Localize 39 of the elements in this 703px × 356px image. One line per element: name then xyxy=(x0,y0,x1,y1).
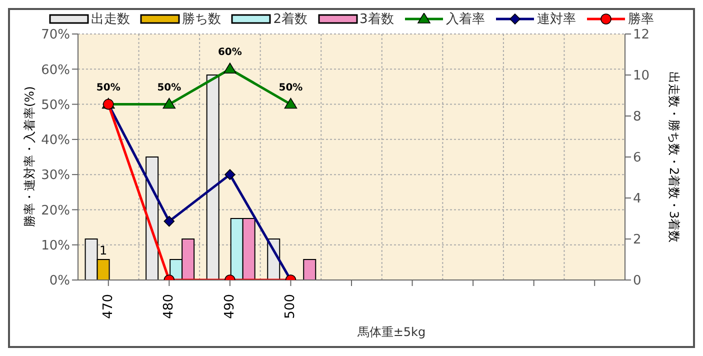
bar xyxy=(206,74,220,280)
y2-tick-label: 4 xyxy=(633,192,642,207)
legend-label: 連対率 xyxy=(536,11,576,28)
point xyxy=(162,98,176,109)
y-tick-label: 50% xyxy=(41,98,70,113)
y2-tick-label: 6 xyxy=(633,150,642,166)
y-tick-label: 0% xyxy=(49,274,70,289)
x-tick-label: 490 xyxy=(222,294,238,319)
x-tick-label: 480 xyxy=(162,294,177,319)
legend-label: 2着数 xyxy=(272,11,308,28)
y-tick-label: 10% xyxy=(41,238,70,254)
y-tick-label: 20% xyxy=(41,203,70,218)
legend-label: 3着数 xyxy=(358,11,394,28)
bar xyxy=(303,259,316,280)
legend-label: 出走数 xyxy=(90,11,130,28)
y-tick-label: 60% xyxy=(41,62,70,78)
data-label: 50% xyxy=(157,82,182,94)
y2-tick-label: 8 xyxy=(633,110,642,125)
data-label: 60% xyxy=(218,47,242,58)
point xyxy=(224,62,236,74)
x-axis-title: 馬体重±5kg xyxy=(356,325,426,339)
y2-tick-label: 2 xyxy=(633,232,642,248)
y2-tick-label: 12 xyxy=(633,28,650,43)
y-tick-label: 40% xyxy=(41,133,70,148)
data-label: 50% xyxy=(96,82,120,94)
y-tick-label: 30% xyxy=(41,168,70,184)
data-label: 50% xyxy=(278,82,303,94)
point xyxy=(284,98,298,109)
data-label: 1 xyxy=(99,244,108,258)
legend-label: 勝ち数 xyxy=(181,11,222,28)
x-tick-label: 500 xyxy=(283,294,298,319)
y2-tick-label: 0 xyxy=(633,274,642,289)
legend-label: 入着率 xyxy=(444,11,485,28)
y2-axis-title: 出走数・勝ち数・2着数・3着数 xyxy=(666,71,681,243)
y-tick-label: 70% xyxy=(41,28,70,43)
x-tick-label: 470 xyxy=(100,294,116,319)
y2-tick-label: 10 xyxy=(633,68,650,84)
legend-label: 勝率 xyxy=(626,11,654,28)
y-axis-title: 勝率・連対率・入着率(%) xyxy=(22,86,36,227)
